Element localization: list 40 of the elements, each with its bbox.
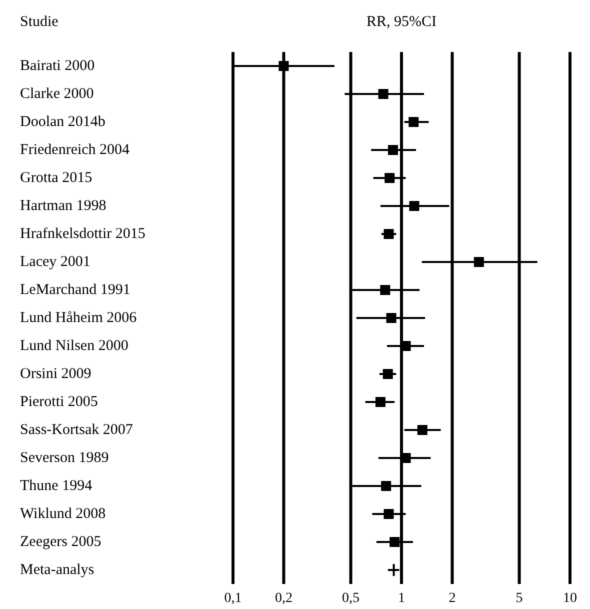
point	[409, 201, 420, 211]
y-tick-label: Clarke 2000	[20, 86, 94, 102]
y-tick-label: Hrafnkelsdottir 2015	[20, 226, 146, 242]
y-tick-label: Doolan 2014b	[20, 114, 106, 130]
point	[388, 145, 398, 155]
y-tick-label: Friedenreich 2004	[20, 142, 130, 158]
point	[382, 369, 393, 379]
y-tick-label: Lund Håheim 2006	[20, 310, 138, 326]
x-tick-label: 5	[516, 590, 523, 606]
x-tick-label: 0,1	[224, 590, 242, 606]
point	[384, 509, 394, 519]
y-tick-label: Grotta 2015	[20, 170, 92, 186]
y-tick-label: Thune 1994	[20, 478, 93, 494]
y-tick-label: Orsini 2009	[20, 366, 92, 382]
point	[386, 313, 396, 323]
y-tick-label: Pierotti 2005	[20, 394, 98, 410]
x-tick-label: 1	[398, 590, 405, 606]
y-tick-label: Severson 1989	[20, 450, 109, 466]
x-tick-label: 0,5	[342, 590, 360, 606]
x-tick-label: 0,2	[274, 590, 292, 606]
point	[408, 117, 419, 127]
y-tick-label: Zeegers 2005	[20, 534, 102, 550]
point	[384, 173, 395, 183]
point	[378, 89, 388, 99]
y-tick-label: Wiklund 2008	[20, 506, 106, 522]
point	[381, 481, 392, 491]
y-tick-label: Meta-analys	[20, 562, 94, 578]
x-tick-label: 10	[563, 590, 577, 606]
x-tick-label: 2	[448, 590, 456, 606]
chart-title: RR, 95%CI	[365, 14, 438, 31]
y-tick-label: Lacey 2001	[20, 254, 90, 270]
point	[380, 285, 390, 295]
y-axis-title: Studie	[20, 14, 58, 31]
y-tick-label: Hartman 1998	[20, 198, 106, 214]
y-tick-label: Bairati 2000	[20, 58, 95, 74]
point	[390, 537, 400, 547]
point	[384, 229, 394, 239]
y-tick-label: Lund Nilsen 2000	[20, 338, 128, 354]
y-tick-label: LeMarchand 1991	[20, 282, 130, 298]
y-tick-label: Sass-Kortsak 2007	[20, 422, 134, 438]
